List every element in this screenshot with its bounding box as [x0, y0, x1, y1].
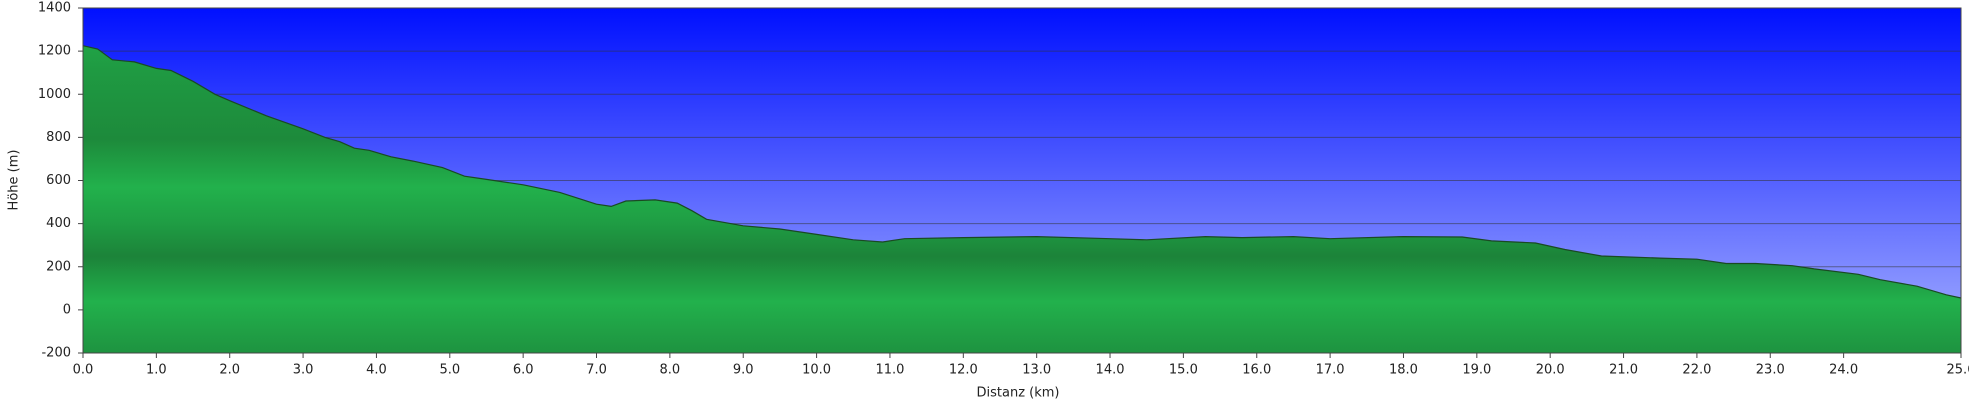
x-tick-label: 23.0 — [1756, 363, 1785, 378]
x-tick-label: 14.0 — [1096, 363, 1125, 378]
x-tick-label: 12.0 — [949, 363, 978, 378]
y-tick-label: 1000 — [38, 87, 71, 102]
x-tick-label: 20.0 — [1536, 363, 1565, 378]
elevation-area — [83, 45, 1961, 353]
y-tick-label: 400 — [46, 216, 71, 231]
y-axis-title: Höhe (m) — [7, 150, 22, 211]
x-tick-label: 2.0 — [219, 363, 240, 378]
x-tick-label: 25.6 — [1947, 363, 1969, 378]
x-tick-label: 17.0 — [1316, 363, 1345, 378]
y-tick-label: 200 — [46, 259, 71, 274]
x-tick-label: 3.0 — [293, 363, 314, 378]
x-tick-label: 7.0 — [586, 363, 607, 378]
x-tick-label: 4.0 — [366, 363, 387, 378]
x-tick-label: 10.0 — [802, 363, 831, 378]
y-tick-label: 0 — [63, 302, 71, 317]
y-tick-label: 600 — [46, 173, 71, 188]
y-tick-label: 800 — [46, 130, 71, 145]
x-tick-label: 18.0 — [1389, 363, 1418, 378]
x-tick-label: 16.0 — [1242, 363, 1271, 378]
x-tick-label: 9.0 — [733, 363, 754, 378]
x-tick-label: 15.0 — [1169, 363, 1198, 378]
x-tick-label: 22.0 — [1682, 363, 1711, 378]
y-tick-label: -200 — [41, 346, 71, 361]
x-tick-label: 21.0 — [1609, 363, 1638, 378]
y-tick-label: 1200 — [38, 44, 71, 59]
x-tick-label: 13.0 — [1022, 363, 1051, 378]
x-tick-label: 11.0 — [875, 363, 904, 378]
y-tick-label: 1400 — [38, 1, 71, 16]
elevation-line — [82, 45, 1962, 299]
x-tick-label: 24.0 — [1829, 363, 1858, 378]
x-tick-label: 19.0 — [1462, 363, 1491, 378]
x-tick-label: 5.0 — [439, 363, 460, 378]
x-tick-label: 1.0 — [146, 363, 167, 378]
x-tick-label: 8.0 — [660, 363, 681, 378]
x-axis-title: Distanz (km) — [977, 386, 1060, 401]
x-tick-label: 0.0 — [73, 363, 94, 378]
x-tick-label: 6.0 — [513, 363, 534, 378]
